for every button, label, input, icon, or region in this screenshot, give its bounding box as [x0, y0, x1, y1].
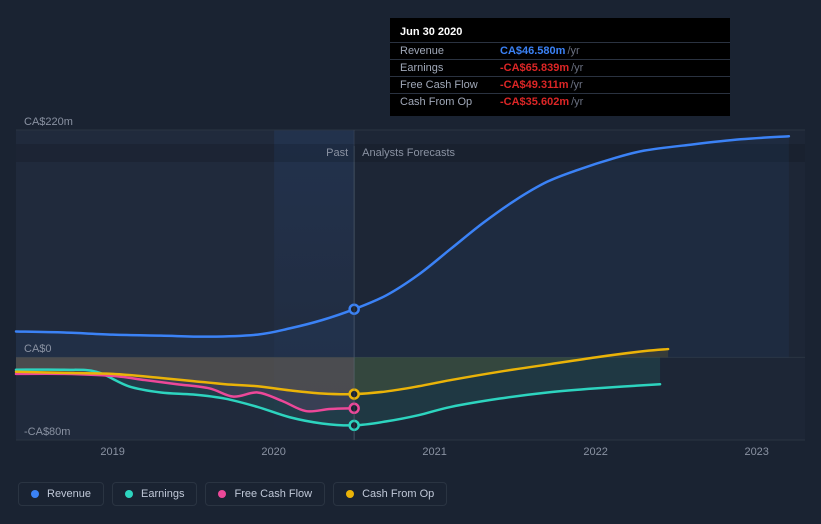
legend-item-label: Earnings [141, 488, 184, 500]
tooltip-row: Revenue CA$46.580m/yr [390, 42, 730, 59]
tooltip-row-label: Cash From Op [400, 96, 492, 108]
chart-legend: Revenue Earnings Free Cash Flow Cash From O… [18, 482, 447, 506]
y-axis-label: CA$220m [24, 116, 73, 128]
forecast-label: Analysts Forecasts [362, 147, 455, 159]
legend-dot-icon [346, 490, 354, 498]
tooltip-row-value: -CA$65.839m [500, 62, 569, 74]
x-axis-label: 2022 [583, 446, 607, 458]
tooltip-row-unit: /yr [571, 96, 583, 108]
tooltip-row-unit: /yr [571, 79, 583, 91]
past-label: Past [326, 147, 348, 159]
legend-item-label: Revenue [47, 488, 91, 500]
legend-dot-icon [31, 490, 39, 498]
x-axis-label: 2019 [100, 446, 124, 458]
x-axis-label: 2023 [744, 446, 768, 458]
tooltip-row: Earnings -CA$65.839m/yr [390, 59, 730, 76]
y-axis-label: CA$0 [24, 343, 52, 355]
tooltip-row-unit: /yr [567, 45, 579, 57]
legend-item-revenue[interactable]: Revenue [18, 482, 104, 506]
tooltip-row: Cash From Op -CA$35.602m/yr [390, 93, 730, 110]
tooltip-row-label: Free Cash Flow [400, 79, 492, 91]
tooltip-row-value: CA$46.580m [500, 45, 565, 57]
legend-dot-icon [125, 490, 133, 498]
legend-item-free-cash-flow[interactable]: Free Cash Flow [205, 482, 325, 506]
legend-item-label: Cash From Op [362, 488, 434, 500]
y-axis-label: -CA$80m [24, 426, 70, 438]
tooltip-row: Free Cash Flow -CA$49.311m/yr [390, 76, 730, 93]
x-axis-label: 2020 [261, 446, 285, 458]
tooltip-row-value: -CA$35.602m [500, 96, 569, 108]
legend-item-earnings[interactable]: Earnings [112, 482, 197, 506]
legend-dot-icon [218, 490, 226, 498]
tooltip-row-value: -CA$49.311m [500, 79, 569, 91]
tooltip-row-label: Earnings [400, 62, 492, 74]
tooltip-row-unit: /yr [571, 62, 583, 74]
x-axis-label: 2021 [422, 446, 446, 458]
chart-tooltip: Jun 30 2020 RevenueCA$46.580m/yrEarnings… [390, 18, 730, 116]
tooltip-row-label: Revenue [400, 45, 492, 57]
legend-item-cash-from-op[interactable]: Cash From Op [333, 482, 447, 506]
legend-item-label: Free Cash Flow [234, 488, 312, 500]
tooltip-title: Jun 30 2020 [390, 24, 730, 42]
